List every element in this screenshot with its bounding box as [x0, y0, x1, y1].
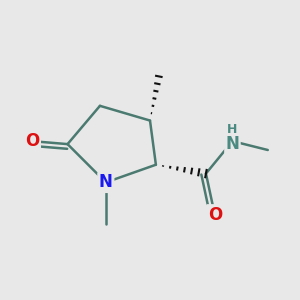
Text: O: O — [25, 132, 39, 150]
Text: O: O — [208, 206, 222, 224]
Text: N: N — [99, 173, 113, 191]
Text: N: N — [226, 135, 239, 153]
Text: H: H — [227, 123, 238, 136]
